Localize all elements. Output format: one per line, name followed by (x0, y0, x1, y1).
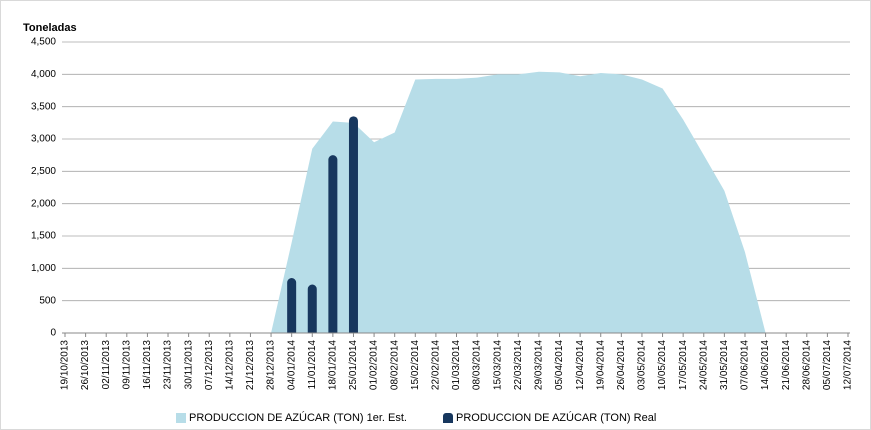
y-tick-label: 1,000 (31, 263, 56, 274)
y-tick-label: 0 (50, 328, 56, 339)
y-tick-label: 2,000 (31, 198, 56, 209)
x-tick-label: 21/06/2014 (781, 340, 792, 390)
legend-label: PRODUCCION DE AZÚCAR (TON) 1er. Est. (189, 411, 407, 424)
x-tick-label: 04/01/2014 (286, 340, 297, 390)
x-tick-label: 08/02/2014 (389, 340, 400, 390)
x-tick-label: 01/03/2014 (451, 340, 462, 390)
x-tick-label: 07/12/2013 (204, 340, 215, 390)
bar (348, 116, 358, 333)
y-tick-label: 500 (39, 295, 56, 306)
y-tick-label: 4,500 (31, 37, 56, 48)
x-tick-label: 12/04/2014 (575, 340, 586, 390)
x-tick-label: 16/11/2013 (142, 340, 153, 390)
x-tick-label: 28/12/2013 (266, 340, 277, 390)
x-tick-label: 29/03/2014 (534, 340, 545, 390)
y-tick-label: 1,500 (31, 231, 56, 242)
y-tick-label: 3,500 (31, 101, 56, 112)
x-tick-label: 03/05/2014 (637, 340, 648, 390)
x-tick-label: 11/01/2014 (307, 340, 318, 390)
x-tick-label: 15/02/2014 (410, 340, 421, 390)
x-tick-label: 21/12/2013 (245, 340, 256, 390)
x-tick-label: 10/05/2014 (657, 340, 668, 390)
bar (287, 278, 297, 333)
bar (328, 155, 338, 333)
x-tick-label: 25/01/2014 (348, 340, 359, 390)
x-tick-label: 15/03/2014 (492, 340, 503, 390)
x-tick-label: 12/07/2014 (843, 340, 854, 390)
y-axis-label: Toneladas (23, 22, 77, 34)
x-tick-label: 26/10/2013 (80, 340, 91, 390)
area (271, 71, 766, 333)
x-tick-label: 24/05/2014 (698, 340, 709, 390)
x-tick-label: 08/03/2014 (472, 340, 483, 390)
x-tick-label: 31/05/2014 (719, 340, 730, 390)
legend-label: PRODUCCION DE AZÚCAR (TON) Real (456, 411, 656, 424)
x-tick-label: 22/03/2014 (513, 340, 524, 390)
x-tick-label: 18/01/2014 (328, 340, 339, 390)
bar (307, 284, 317, 333)
x-tick-label: 05/04/2014 (554, 340, 565, 390)
x-tick-label: 01/02/2014 (369, 340, 380, 390)
x-tick-label: 14/12/2013 (224, 340, 235, 390)
legend-swatch (443, 413, 453, 423)
legend-swatch (176, 413, 186, 423)
x-tick-label: 19/04/2014 (595, 340, 606, 390)
x-tick-label: 28/06/2014 (801, 340, 812, 390)
x-tick-label: 17/05/2014 (678, 340, 689, 390)
x-tick-label: 23/11/2013 (163, 340, 174, 390)
x-tick-label: 02/11/2013 (101, 340, 112, 390)
x-tick-label: 07/06/2014 (740, 340, 751, 390)
x-tick-label: 19/10/2013 (60, 340, 71, 390)
y-tick-label: 3,000 (31, 134, 56, 145)
y-tick-label: 4,000 (31, 69, 56, 80)
x-tick-label: 26/04/2014 (616, 340, 627, 390)
y-tick-label: 2,500 (31, 166, 56, 177)
x-tick-label: 14/06/2014 (760, 340, 771, 390)
x-tick-label: 09/11/2013 (121, 340, 132, 390)
x-tick-label: 22/02/2014 (431, 340, 442, 390)
x-tick-label: 05/07/2014 (822, 340, 833, 390)
x-tick-label: 30/11/2013 (183, 340, 194, 390)
